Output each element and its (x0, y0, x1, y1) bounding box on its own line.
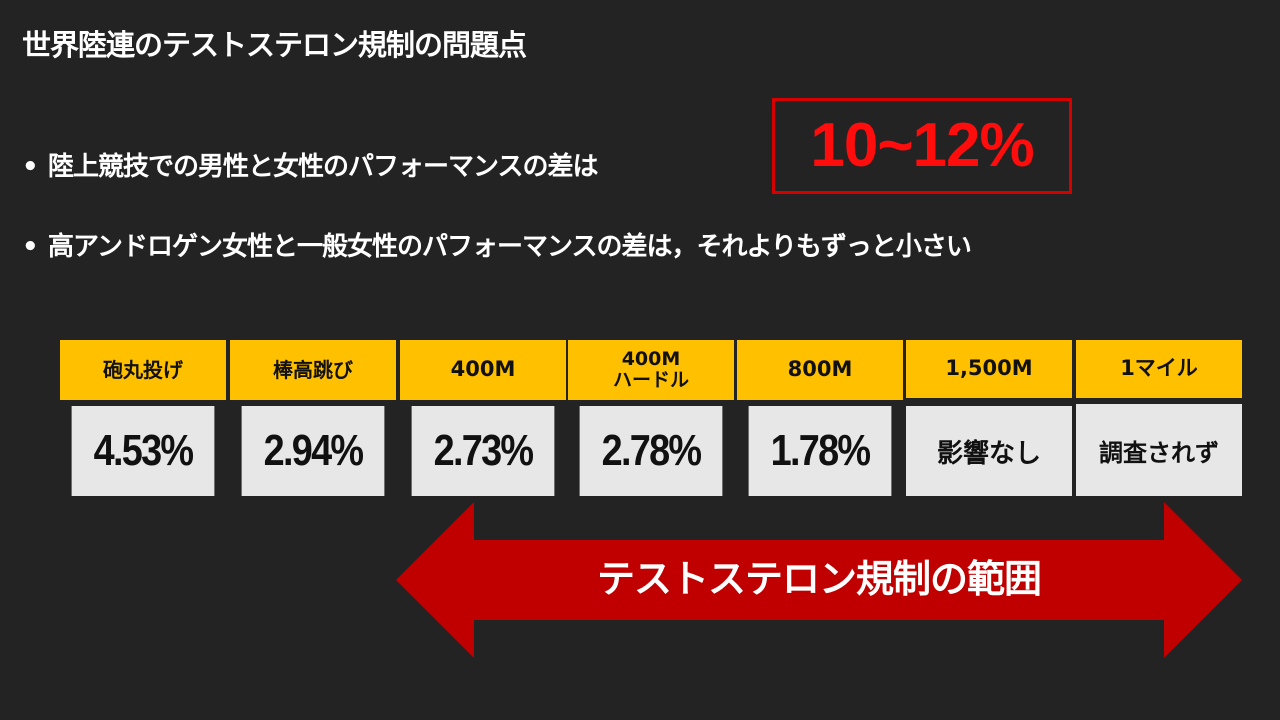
event-header: 1,500M (906, 340, 1072, 398)
event-header-line: 棒高跳び (273, 358, 353, 382)
table-column-800m: 800M 1.78% (737, 340, 903, 496)
event-difference-table: 砲丸投げ 4.53% 棒高跳び 2.94% 400M 2.73% 400M ハー… (60, 340, 1242, 496)
double-headed-arrow-icon (396, 502, 1242, 658)
event-header-line: 800M (787, 357, 853, 382)
difference-value: 2.73% (411, 406, 555, 496)
table-column-400m-hurdles: 400M ハードル 2.78% (568, 340, 734, 496)
event-header-line: ハードル (612, 369, 689, 391)
bullet-performance-gap: • 陸上競技での男性と女性のパフォーマンスの差は (22, 146, 598, 183)
bullet-text: 陸上競技での男性と女性のパフォーマンスの差は (48, 152, 598, 182)
table-column-1mile: 1マイル 調査されず (1076, 340, 1242, 496)
difference-value: 2.78% (579, 406, 723, 496)
difference-value: 2.94% (241, 406, 385, 496)
difference-value: 調査されず (1076, 404, 1242, 496)
difference-value: 影響なし (906, 406, 1072, 496)
event-header: 棒高跳び (230, 340, 396, 400)
bullet-dot-icon: • (22, 152, 39, 182)
event-header-line: 1マイル (1120, 356, 1198, 381)
event-header: 400M (400, 340, 566, 400)
table-column-400m: 400M 2.73% (400, 340, 566, 496)
table-column-polevault: 棒高跳び 2.94% (230, 340, 396, 496)
highlight-percentage: 10~12% (772, 98, 1072, 194)
event-header-line: 砲丸投げ (103, 358, 183, 382)
difference-value: 4.53% (71, 406, 215, 496)
event-header: 砲丸投げ (60, 340, 226, 400)
slide-title: 世界陸連のテストステロン規制の問題点 (22, 28, 527, 62)
event-header: 400M ハードル (568, 340, 734, 400)
table-column-shotput: 砲丸投げ 4.53% (60, 340, 226, 496)
arrow-shape (396, 502, 1242, 658)
event-header: 800M (737, 340, 903, 400)
bullet-text: 高アンドロゲン女性と一般女性のパフォーマンスの差は，それよりもずっと小さい (48, 232, 972, 262)
event-header-line: 400M (621, 348, 681, 371)
event-header-line: 1,500M (945, 356, 1033, 381)
bullet-hyperandrogen-gap: • 高アンドロゲン女性と一般女性のパフォーマンスの差は，それよりもずっと小さい (22, 226, 972, 263)
difference-value: 1.78% (748, 406, 892, 496)
event-header-line: 400M (450, 357, 516, 382)
bullet-dot-icon: • (22, 232, 39, 262)
table-column-1500m: 1,500M 影響なし (906, 340, 1072, 496)
regulation-range-label: テストステロン規制の範囲 (596, 557, 1042, 601)
event-header: 1マイル (1076, 340, 1242, 398)
